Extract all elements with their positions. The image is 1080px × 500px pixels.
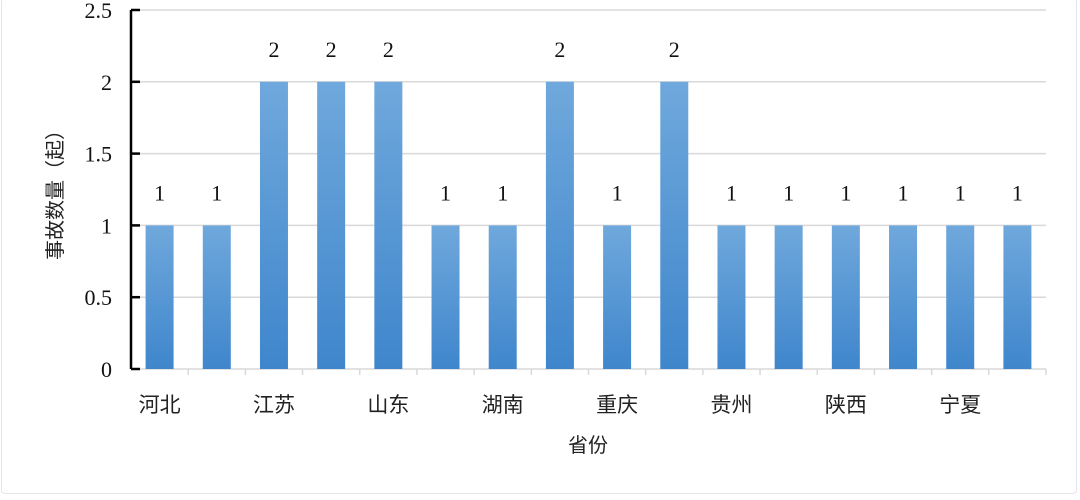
y-tick-label: 0 [101, 357, 112, 382]
y-axis-label: 事故数量（起） [43, 120, 67, 260]
data-label: 1 [783, 180, 794, 205]
data-label: 1 [497, 180, 508, 205]
data-label: 1 [955, 180, 966, 205]
bar [545, 81, 574, 370]
x-tick-label: 河北 [139, 393, 181, 417]
bar [259, 81, 288, 370]
bar [603, 225, 632, 369]
bar [145, 225, 174, 369]
data-label: 1 [440, 180, 451, 205]
x-tick-label: 重庆 [596, 393, 638, 417]
bar [660, 81, 689, 370]
bar [774, 225, 803, 369]
data-label: 1 [612, 180, 623, 205]
bar [946, 225, 975, 369]
data-label: 1 [1012, 180, 1023, 205]
bar [831, 225, 860, 369]
data-label: 2 [326, 37, 337, 62]
x-tick-label: 宁夏 [939, 393, 981, 417]
data-label: 1 [211, 180, 222, 205]
x-tick-label: 湖南 [482, 393, 524, 417]
bar [488, 225, 517, 369]
bar [374, 81, 403, 370]
x-tick-label: 贵州 [710, 393, 752, 417]
bar [431, 225, 460, 369]
bar [889, 225, 918, 369]
data-label: 1 [154, 180, 165, 205]
bar [717, 225, 746, 369]
x-tick-label: 山东 [367, 393, 409, 417]
y-tick-label: 2.5 [85, 0, 113, 23]
data-label: 1 [840, 180, 851, 205]
data-label: 2 [383, 37, 394, 62]
data-label: 1 [726, 180, 737, 205]
x-tick-label: 江苏 [253, 393, 295, 417]
x-axis-label: 省份 [568, 433, 608, 457]
y-tick-label: 2 [101, 70, 112, 95]
bar [202, 225, 231, 369]
y-tick-label: 1.5 [85, 142, 113, 167]
y-tick-label: 1 [101, 213, 112, 238]
data-label: 2 [554, 37, 565, 62]
data-label: 2 [268, 37, 279, 62]
data-label: 2 [669, 37, 680, 62]
x-tick-label: 陕西 [825, 393, 867, 417]
bar [317, 81, 346, 370]
data-label: 1 [898, 180, 909, 205]
bar [1003, 225, 1032, 369]
y-tick-label: 0.5 [85, 285, 113, 310]
